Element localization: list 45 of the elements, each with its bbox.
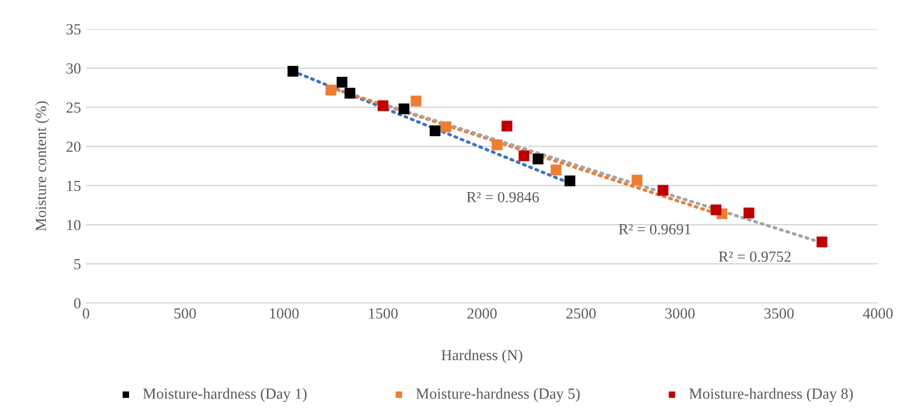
point <box>336 76 348 88</box>
x-tick-label: 500 <box>174 308 196 319</box>
x-tick-label: 0 <box>82 308 90 319</box>
point <box>658 184 668 196</box>
point <box>744 208 754 218</box>
y-tick-label: 5 <box>74 259 81 270</box>
y-tick-label: 30 <box>66 63 81 74</box>
x-tick-label: 2500 <box>566 308 596 319</box>
y-tick-label: 20 <box>66 142 81 152</box>
point <box>410 96 422 106</box>
point <box>492 139 502 150</box>
y-tick-label: 35 <box>66 24 81 34</box>
x-axis-title: Hardness (N) <box>442 349 522 364</box>
legend-label: Moisture-hardness (Day 5) <box>416 388 580 402</box>
point <box>344 88 356 99</box>
point <box>564 175 576 186</box>
point <box>288 66 298 77</box>
point <box>550 164 562 176</box>
y-axis-title: Moisture content (%) <box>35 101 50 231</box>
point <box>632 174 642 186</box>
y-tick-label: 25 <box>66 102 81 113</box>
point <box>440 121 452 132</box>
x-tick-label: 3000 <box>665 308 695 319</box>
annotation: R² = 0.9846 <box>466 192 539 202</box>
point <box>378 100 388 112</box>
x-tick-label: 1500 <box>369 308 398 319</box>
point <box>532 154 544 164</box>
point <box>430 125 440 136</box>
x-tick-label: 4000 <box>863 308 893 319</box>
annotation: R² = 0.9691 <box>618 224 691 234</box>
point <box>326 84 336 96</box>
point <box>398 103 410 114</box>
x-tick-label: 1000 <box>270 308 299 319</box>
x-tick-label: 3500 <box>764 308 794 319</box>
y-tick-label: 0 <box>74 298 81 308</box>
point <box>710 204 722 216</box>
legend-label: Moisture-hardness (Day 8) <box>689 388 853 402</box>
y-tick-label: 15 <box>67 180 81 192</box>
point <box>502 120 512 132</box>
point <box>816 236 828 248</box>
x-tick-label: 2000 <box>467 308 497 319</box>
point <box>518 150 530 162</box>
legend-label: Moisture-hardness (Day 1) <box>143 388 307 402</box>
y-tick-label: 10 <box>67 220 81 230</box>
annotation: R² = 0.9752 <box>718 252 791 262</box>
